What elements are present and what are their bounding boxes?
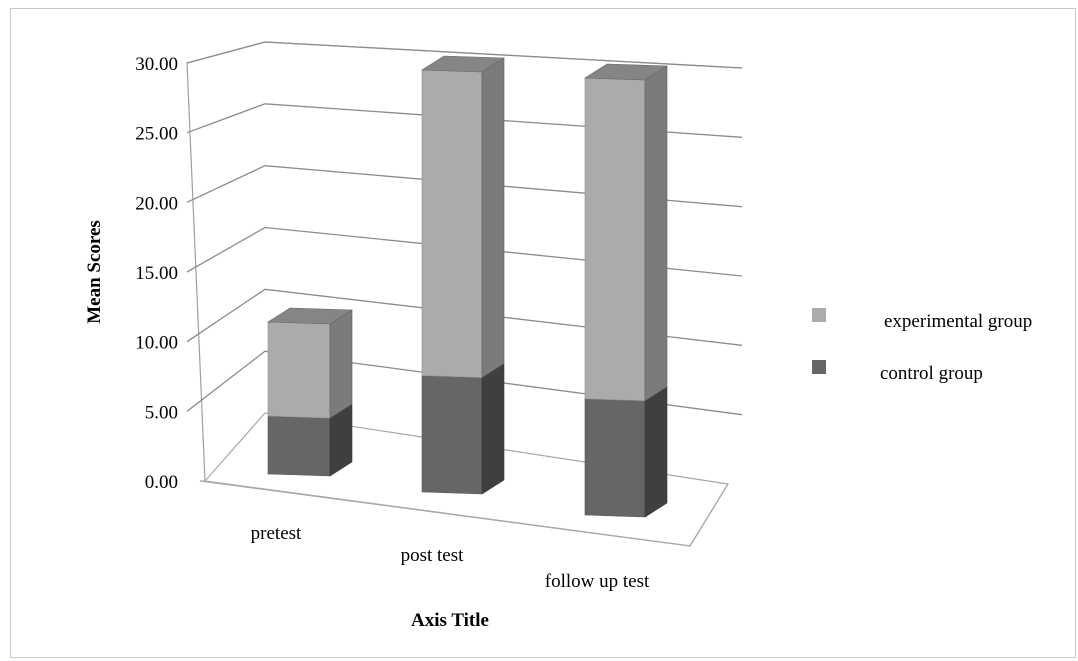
bar-experimental-group-side xyxy=(644,65,668,402)
legend-swatch xyxy=(812,360,826,374)
bar-top xyxy=(267,307,353,325)
y-tick-label: 25.00 xyxy=(135,124,178,145)
y-tick-label: 15.00 xyxy=(135,263,178,284)
y-tick-label: 10.00 xyxy=(135,333,178,354)
gridline xyxy=(186,226,743,277)
bar-control-group-side xyxy=(481,363,505,495)
category-label: follow up test xyxy=(545,571,650,592)
bar-experimental-group-front xyxy=(584,77,646,402)
category-label: pretest xyxy=(251,523,302,544)
gridline xyxy=(186,165,743,208)
bar-control-group-front xyxy=(267,415,331,477)
legend-label: experimental group xyxy=(884,311,1032,332)
gridlines xyxy=(186,41,743,416)
bar-control-group-front xyxy=(421,375,483,495)
bars xyxy=(267,55,668,518)
y-tick-label: 30.00 xyxy=(135,54,178,75)
gridline xyxy=(186,103,743,138)
x-axis-title: Axis Title xyxy=(411,610,489,631)
y-tick-label: 5.00 xyxy=(145,402,178,423)
bar-experimental-group-front xyxy=(421,69,483,378)
category-label: post test xyxy=(401,545,465,566)
bar-experimental-group-side xyxy=(481,57,505,379)
bar-control-group-side xyxy=(644,386,668,518)
bar-experimental-group-front xyxy=(267,321,331,419)
y-tick-label: 0.00 xyxy=(145,472,178,493)
chart-frame xyxy=(10,8,1076,658)
y-tick-label: 20.00 xyxy=(135,193,178,214)
legend: experimental group control group xyxy=(812,308,1032,384)
gridline xyxy=(186,350,743,416)
floor-front-edge xyxy=(204,480,729,547)
bar-top xyxy=(584,63,668,81)
bar-experimental-group-side xyxy=(329,309,353,419)
bar-top xyxy=(421,55,505,73)
y-axis-title: Mean Scores xyxy=(84,220,105,324)
category-labels: pretest post test follow up test xyxy=(251,523,650,592)
legend-label: control group xyxy=(880,363,983,384)
legend-swatch xyxy=(812,308,826,322)
gridline xyxy=(186,41,743,69)
y-tick-labels: 0.00 5.00 10.00 15.00 20.00 25.00 30.00 xyxy=(135,54,178,493)
bar-control-group-front xyxy=(584,398,646,518)
gridline xyxy=(186,288,743,346)
